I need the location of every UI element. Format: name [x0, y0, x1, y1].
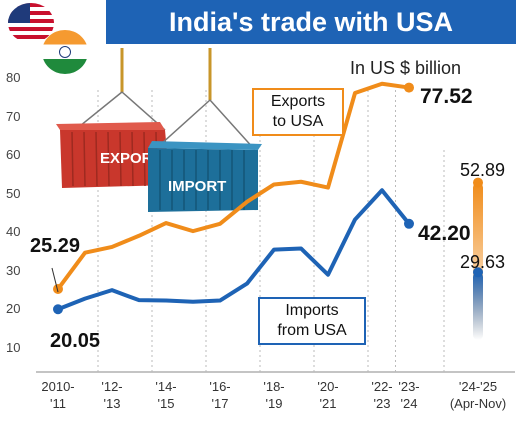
y-tick-label: 50 [6, 185, 21, 201]
y-tick-label: 70 [6, 108, 21, 124]
x-tick-label: '22- '23 [371, 379, 393, 411]
exports-line [56, 81, 410, 291]
exports-partial-value: 52.89 [460, 160, 506, 180]
y-tick-label: 20 [6, 301, 21, 317]
imports-callout-line1: Imports [285, 302, 339, 319]
imports-point-marker [404, 218, 414, 229]
import-container-label: IMPORT [168, 178, 226, 195]
exports-point-marker [53, 284, 63, 295]
x-tick-label: '12- '13 [101, 379, 123, 411]
imports-point-marker [53, 304, 63, 315]
imports-partial-bar-marker [473, 267, 483, 278]
y-tick-label: 30 [6, 262, 21, 278]
india-flag-icon [42, 30, 88, 74]
import-container: IMPORT [148, 141, 262, 212]
title-banner [106, 0, 516, 44]
exports-callout-line2: to USA [272, 113, 324, 130]
y-tick-label: 40 [6, 224, 21, 240]
exports-point-marker [404, 82, 414, 93]
imports-partial-bar [473, 272, 483, 340]
exports-end-value: 77.52 [420, 85, 473, 108]
exports-callout-line1: Exports [270, 93, 326, 110]
imports-partial-value: 29.63 [460, 252, 506, 272]
x-tick-label: '24-'25 (Apr-Nov) [449, 379, 507, 411]
imports-line [57, 188, 411, 312]
series-layer [53, 81, 483, 340]
x-tick-label: '14- '15 [155, 379, 177, 411]
x-tick-label: 2010- '11 [41, 379, 75, 411]
x-tick-label: '20- '21 [317, 379, 339, 411]
imports-callout-line2: from USA [277, 322, 347, 339]
exports-partial-bar-marker [473, 177, 483, 188]
y-tick-label: 60 [6, 147, 21, 163]
imports-end-value: 42.20 [418, 222, 471, 245]
cargo-containers-illustration: EXPORT IMPORT [56, 48, 262, 212]
imports-start-value: 20.05 [50, 330, 101, 352]
exports-start-value: 25.29 [30, 235, 81, 257]
unit-label: In US $ billion [350, 58, 462, 78]
imports-callout: Imports from USA [258, 297, 366, 345]
y-tick-label: 80 [6, 70, 21, 85]
x-tick-label: '23- '24 [398, 379, 420, 411]
usa-flag-icon [8, 3, 54, 43]
export-container-label: EXPORT [100, 150, 162, 167]
exports-callout: Exports to USA [252, 88, 344, 136]
x-tick-label: '18- '19 [263, 379, 285, 411]
y-tick-label: 10 [6, 340, 21, 355]
x-tick-label: '16- '17 [209, 379, 231, 411]
chart-title: India's trade with USA [169, 7, 453, 37]
start-label-pointer [51, 267, 59, 293]
